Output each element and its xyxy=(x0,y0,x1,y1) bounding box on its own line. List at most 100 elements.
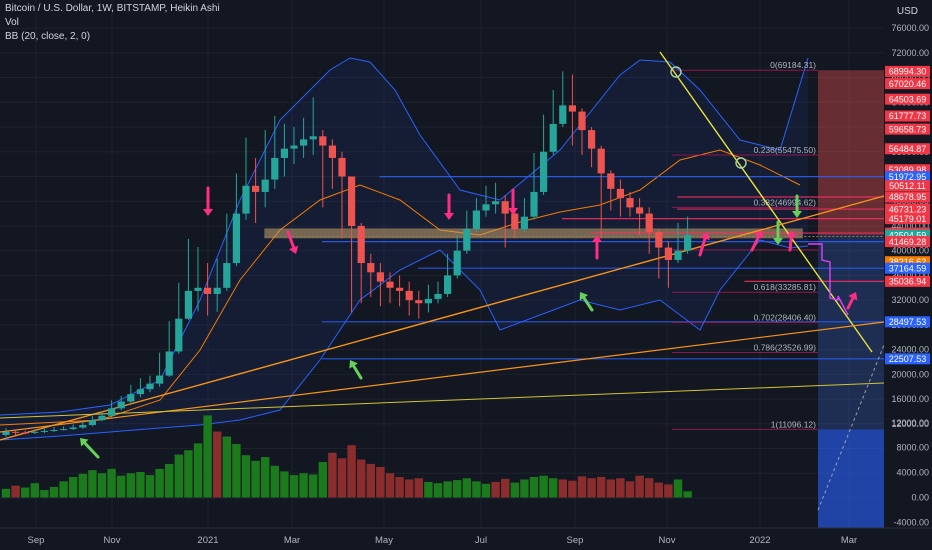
base-trendline xyxy=(0,382,885,419)
volume-bar xyxy=(587,478,596,498)
volume-bar xyxy=(385,473,395,498)
volume-bar xyxy=(577,476,587,498)
candle-body xyxy=(626,198,634,208)
volume-bar xyxy=(232,444,241,498)
candle-body xyxy=(108,408,116,416)
volume-bar xyxy=(289,475,299,498)
candle-body xyxy=(88,420,96,426)
reward-box-lower xyxy=(818,429,884,528)
time-tick-label: Nov xyxy=(659,535,676,546)
volume-tick-label: -4000.00 xyxy=(893,517,929,527)
volume-bar xyxy=(673,479,683,498)
candle-body xyxy=(559,105,567,124)
reward-box xyxy=(818,235,884,430)
time-tick-label: Sep xyxy=(28,535,45,546)
fib-level-label: 0(69184.31) xyxy=(770,60,816,70)
candle-body xyxy=(127,394,135,402)
candle-body xyxy=(597,148,605,174)
candle-body xyxy=(684,235,692,251)
volume-bar xyxy=(443,481,452,498)
candle-body xyxy=(136,389,144,395)
volume-bar xyxy=(309,474,318,498)
volume-tick-label: 4000.00 xyxy=(896,468,929,478)
price-label-text: 37164.59 xyxy=(889,263,927,273)
annotation-arrow xyxy=(582,296,594,312)
volume-bar xyxy=(241,455,251,498)
candle-body xyxy=(501,201,509,214)
candle-body xyxy=(146,383,154,390)
candle-body xyxy=(511,213,519,230)
candle-body xyxy=(540,151,548,192)
time-tick-label: Sep xyxy=(567,535,584,546)
candle-body xyxy=(434,293,442,299)
volume-tick-label: 0.00 xyxy=(911,493,929,503)
price-label-badge xyxy=(885,171,930,183)
annotation-arrow xyxy=(352,364,363,380)
support-zone xyxy=(264,228,803,239)
volume-bar xyxy=(366,463,375,498)
price-label-badge xyxy=(885,65,930,77)
price-tick-label: 24000.00 xyxy=(891,345,929,355)
peak-marker xyxy=(670,66,682,78)
price-label-text: 59658.73 xyxy=(889,124,927,134)
volume-indicator-label[interactable]: Vol xyxy=(5,17,19,28)
volume-bar xyxy=(664,484,673,498)
bollinger-indicator-label[interactable]: BB (20, close, 2, 0) xyxy=(5,31,91,42)
price-label-text: 50512.11 xyxy=(889,181,926,191)
candle-body xyxy=(328,145,336,158)
candle-body xyxy=(645,213,653,233)
price-label-text: 64503.69 xyxy=(889,94,927,104)
candle-body xyxy=(319,136,327,146)
volume-bar xyxy=(357,459,366,498)
price-label-badge xyxy=(885,353,930,365)
candle-body xyxy=(31,431,39,433)
price-label-badge xyxy=(885,203,930,215)
volume-bar xyxy=(520,479,529,498)
candle-body xyxy=(655,232,663,248)
volume-bar xyxy=(59,481,68,498)
annotation-arrow-head xyxy=(792,211,802,218)
candle-body xyxy=(117,401,125,409)
volume-bar xyxy=(270,465,279,498)
price-label-text: 22507.53 xyxy=(889,354,927,364)
volume-bar xyxy=(424,481,433,498)
breakout-marker xyxy=(735,157,747,169)
candle-body xyxy=(405,290,413,301)
price-label-text: 42504.59 xyxy=(889,230,927,240)
volume-bar xyxy=(462,478,471,498)
candle-body xyxy=(424,298,432,304)
time-tick-label: May xyxy=(375,535,393,546)
volume-bar xyxy=(549,478,558,498)
volume-bar xyxy=(616,478,625,498)
volume-tick-label: 8000.00 xyxy=(896,443,929,453)
price-label-text: 41469.28 xyxy=(889,237,927,247)
volume-bar xyxy=(280,471,289,498)
candle-body xyxy=(530,191,538,217)
price-label-text: 45179.01 xyxy=(889,214,927,224)
price-label-text: 56484.87 xyxy=(889,144,927,154)
price-label-badge xyxy=(885,316,930,328)
candle-body xyxy=(309,136,317,140)
candle-body xyxy=(290,145,298,149)
candle-body xyxy=(588,130,596,149)
fib-level-label: 0.236(55475.50) xyxy=(754,145,817,155)
annotation-arrow-head xyxy=(508,208,518,215)
volume-bar xyxy=(107,468,116,498)
annotation-arrow-head xyxy=(754,230,764,239)
volume-bar xyxy=(11,485,20,498)
volume-bar xyxy=(222,436,231,498)
price-label-text: 53089.98 xyxy=(889,165,927,175)
annotation-arrow xyxy=(286,230,296,249)
price-label-badge xyxy=(885,191,930,203)
volume-bar xyxy=(40,490,49,498)
volume-bar xyxy=(78,473,87,498)
candle-body xyxy=(2,431,10,435)
price-label-badge xyxy=(885,229,930,241)
price-label-text: 38216.62 xyxy=(889,257,927,267)
volume-bar xyxy=(539,475,548,498)
price-label-text: 35036.94 xyxy=(889,277,927,287)
volume-bar xyxy=(453,480,462,498)
currency-label[interactable]: USD xyxy=(896,6,918,17)
price-tick-label: 36000.00 xyxy=(891,270,929,280)
